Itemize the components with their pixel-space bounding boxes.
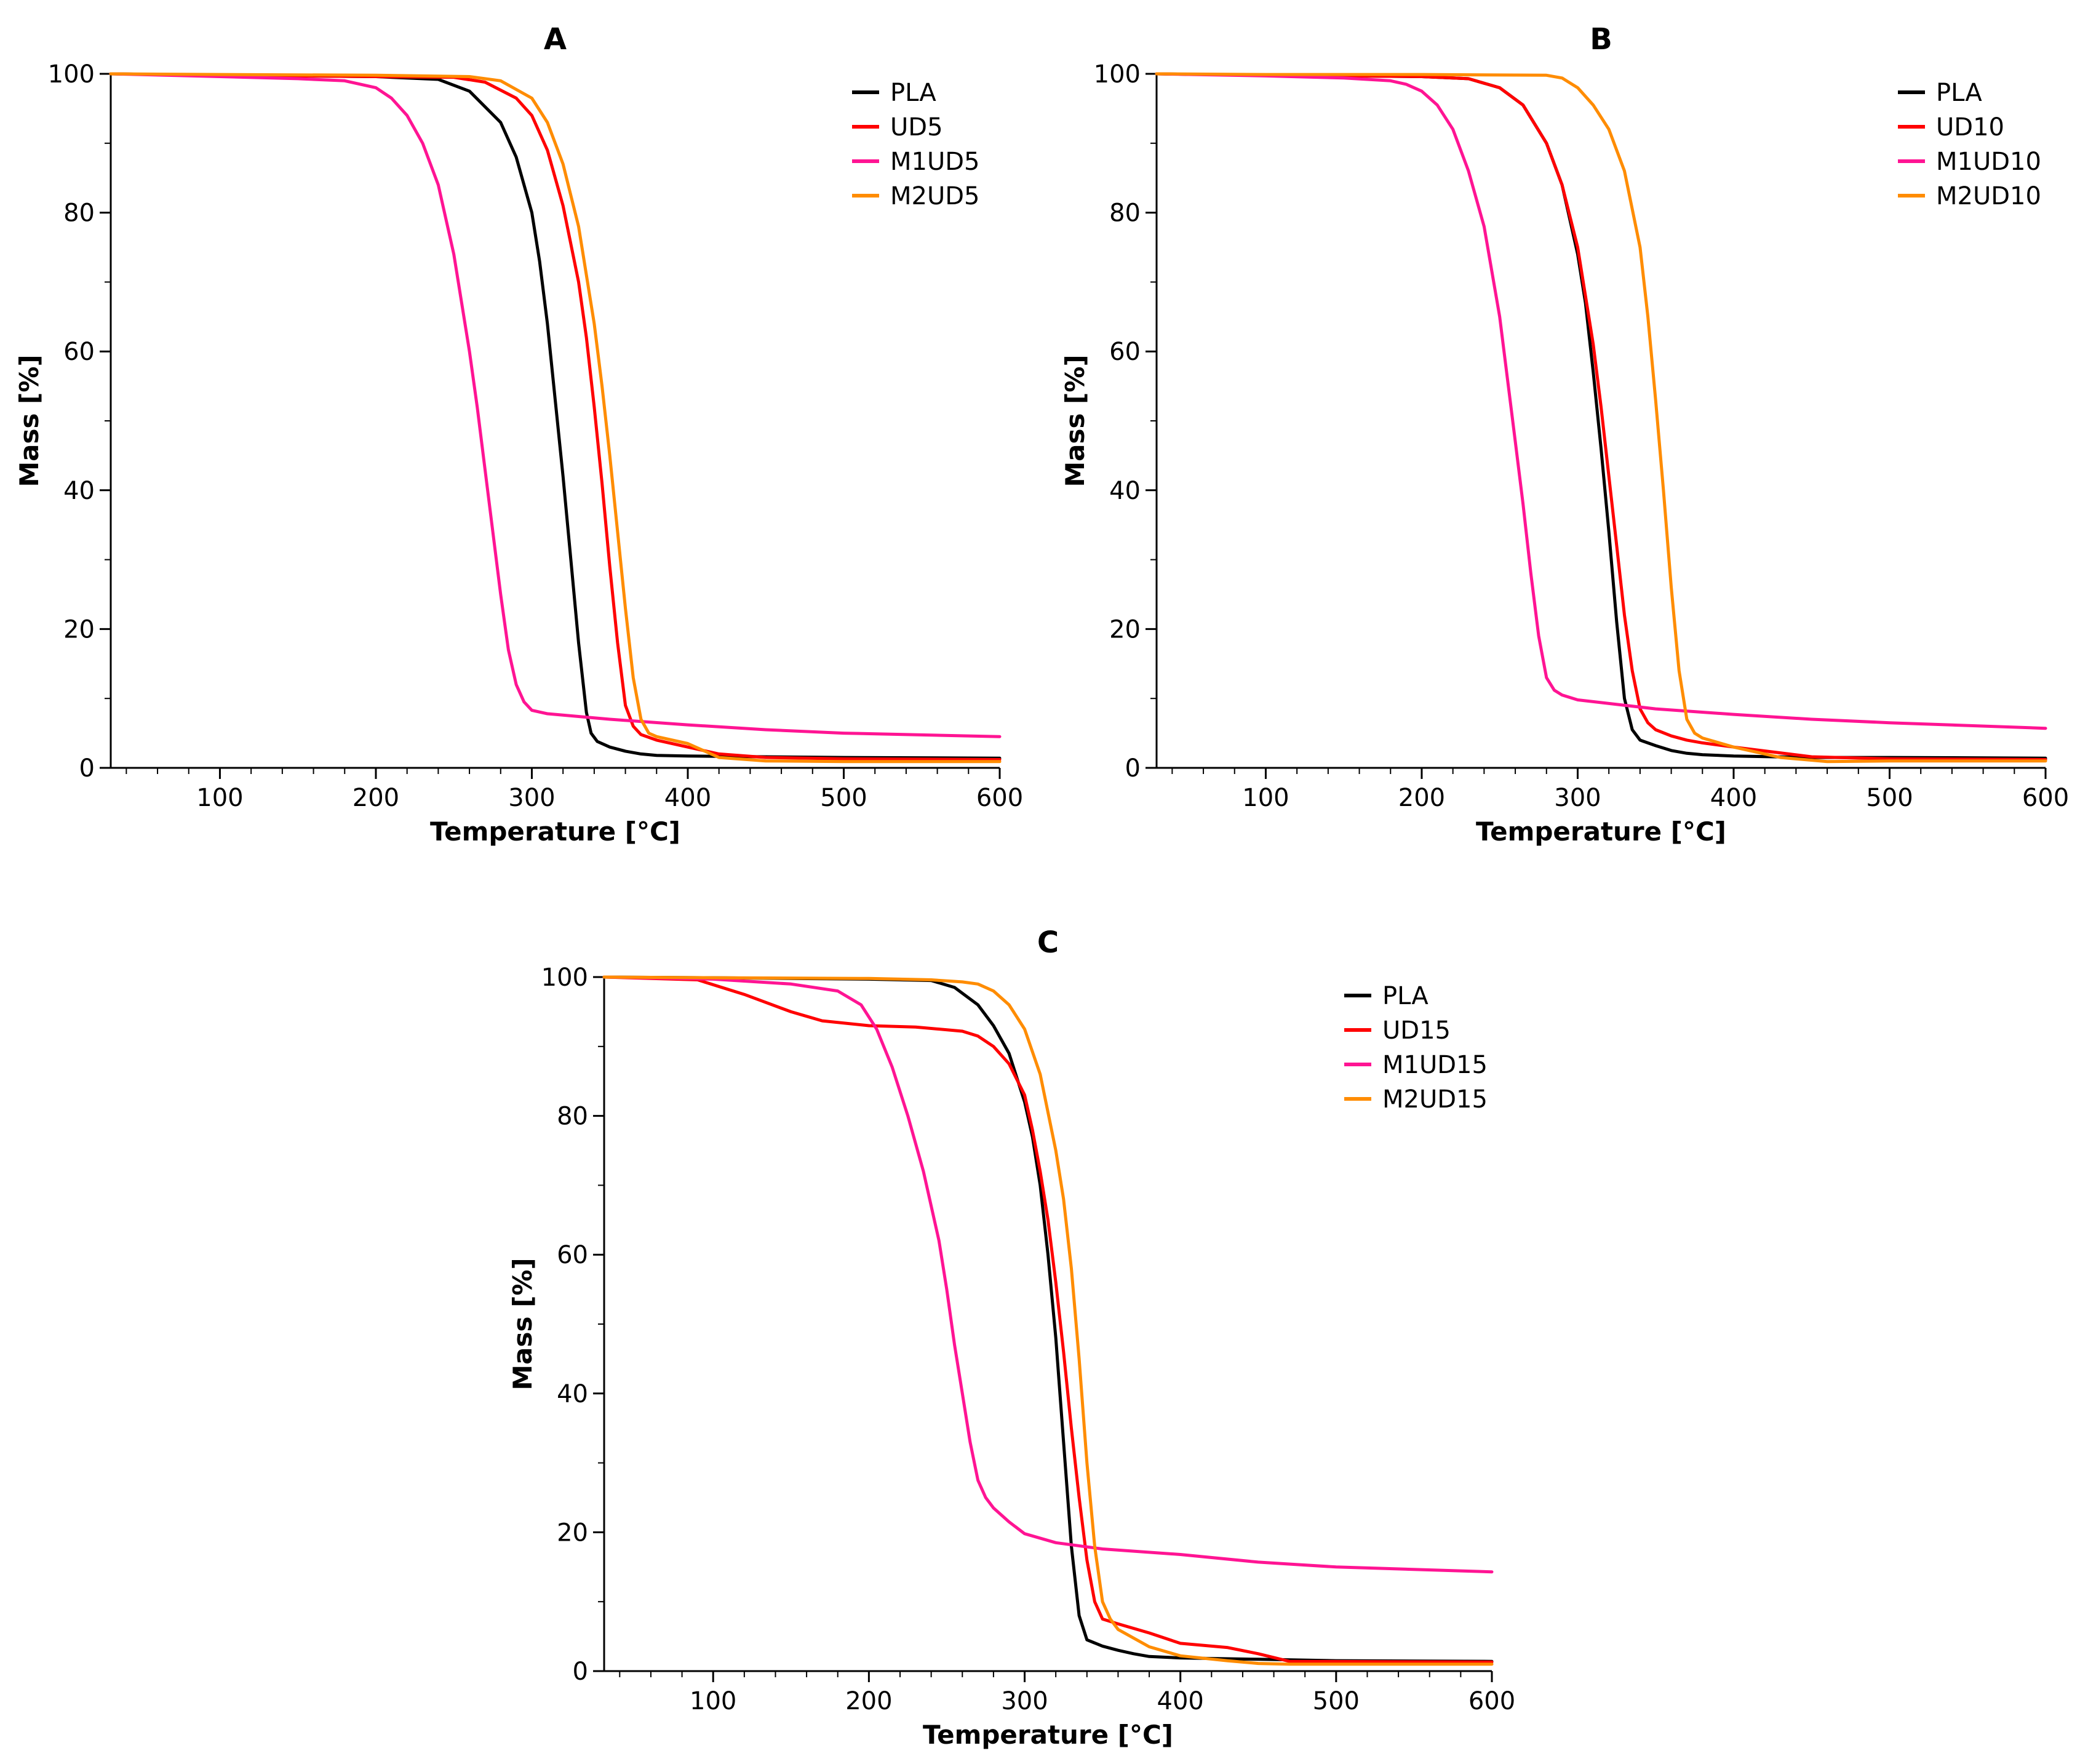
legend-label: PLA (890, 79, 936, 107)
y-tick-label: 100 (541, 964, 588, 992)
y-tick-label: 60 (63, 338, 95, 366)
y-tick-label: 40 (63, 477, 95, 505)
panel-B: B 100 200 300 400 500 600 0 20 40 60 80 100 Temperatu… (1060, 22, 2069, 847)
y-tick-label: 20 (557, 1519, 588, 1547)
legend-label: M1UD10 (1936, 148, 2041, 176)
x-tick-label: 300 (1001, 1687, 1048, 1715)
y-tick-label: 20 (1109, 615, 1141, 644)
y-tick-label: 40 (1109, 477, 1141, 505)
panel-title: B (1590, 22, 1612, 57)
series-line-ud15 (602, 975, 1494, 1664)
x-tick-label: 200 (845, 1687, 892, 1715)
x-tick-label: 300 (508, 784, 555, 812)
series-line-m2ud10 (1155, 72, 2047, 764)
panel-C: C 100 200 300 400 500 600 0 20 40 60 80 100 Temperatu… (508, 925, 1515, 1750)
series-line-m1ud10 (1155, 72, 2047, 730)
x-tick-label: 400 (664, 784, 711, 812)
y-tick-label: 60 (557, 1241, 588, 1269)
y-tick-label: 80 (63, 199, 95, 228)
x-tick-label: 500 (1866, 784, 1913, 812)
legend-label: PLA (1382, 982, 1429, 1010)
legend-label: M1UD15 (1382, 1051, 1488, 1079)
x-tick-label: 500 (1313, 1687, 1360, 1715)
panel-title: C (1037, 925, 1059, 960)
series-line-pla (109, 72, 1002, 760)
y-axis-label: Mass [%] (508, 1258, 538, 1390)
legend-label: PLA (1936, 79, 1982, 107)
y-tick-label: 20 (63, 615, 95, 644)
x-tick-label: 200 (1398, 784, 1445, 812)
x-tick-label: 500 (820, 784, 867, 812)
x-tick-label: 400 (1710, 784, 1757, 812)
y-tick-label: 0 (79, 754, 95, 783)
legend-label: M2UD10 (1936, 182, 2041, 210)
x-axis-label: Temperature [°C] (1476, 816, 1726, 847)
y-tick-label: 40 (557, 1380, 588, 1408)
legend-label: UD5 (890, 113, 943, 142)
panel-A: A 100 200 300 400 500 600 0 20 40 60 80 100 Temperatu… (14, 22, 1023, 847)
x-tick-label: 600 (976, 784, 1023, 812)
panel-title: A (544, 22, 567, 57)
y-tick-label: 100 (48, 60, 95, 89)
series-line-ud5 (109, 72, 1002, 761)
x-tick-label: 400 (1157, 1687, 1204, 1715)
series-line-m1ud15 (602, 975, 1494, 1574)
legend-label: M1UD5 (890, 148, 980, 176)
x-axis-label: Temperature [°C] (923, 1720, 1173, 1750)
y-tick-label: 80 (557, 1103, 588, 1131)
series-line-pla (602, 975, 1494, 1663)
x-tick-label: 100 (1242, 784, 1289, 812)
series-line-m1ud5 (109, 72, 1002, 738)
legend-label: UD15 (1382, 1016, 1451, 1045)
legend-label: UD10 (1936, 113, 2004, 142)
x-tick-label: 200 (353, 784, 399, 812)
series-line-m2ud15 (602, 975, 1494, 1666)
x-tick-label: 600 (1468, 1687, 1515, 1715)
y-tick-label: 100 (1094, 60, 1141, 89)
y-axis-label: Mass [%] (1060, 354, 1090, 487)
x-tick-label: 100 (690, 1687, 736, 1715)
x-tick-label: 300 (1554, 784, 1601, 812)
y-tick-label: 60 (1109, 338, 1141, 366)
legend-label: M2UD5 (890, 182, 980, 210)
y-tick-label: 0 (573, 1658, 588, 1686)
x-tick-label: 100 (196, 784, 243, 812)
y-tick-label: 0 (1125, 754, 1141, 783)
x-axis-label: Temperature [°C] (430, 816, 680, 847)
series-line-ud10 (1155, 72, 2047, 761)
series-line-m2ud5 (109, 72, 1002, 764)
x-tick-label: 600 (2022, 784, 2069, 812)
legend-label: M2UD15 (1382, 1085, 1488, 1114)
y-tick-label: 80 (1109, 199, 1141, 228)
y-axis-label: Mass [%] (14, 354, 44, 487)
